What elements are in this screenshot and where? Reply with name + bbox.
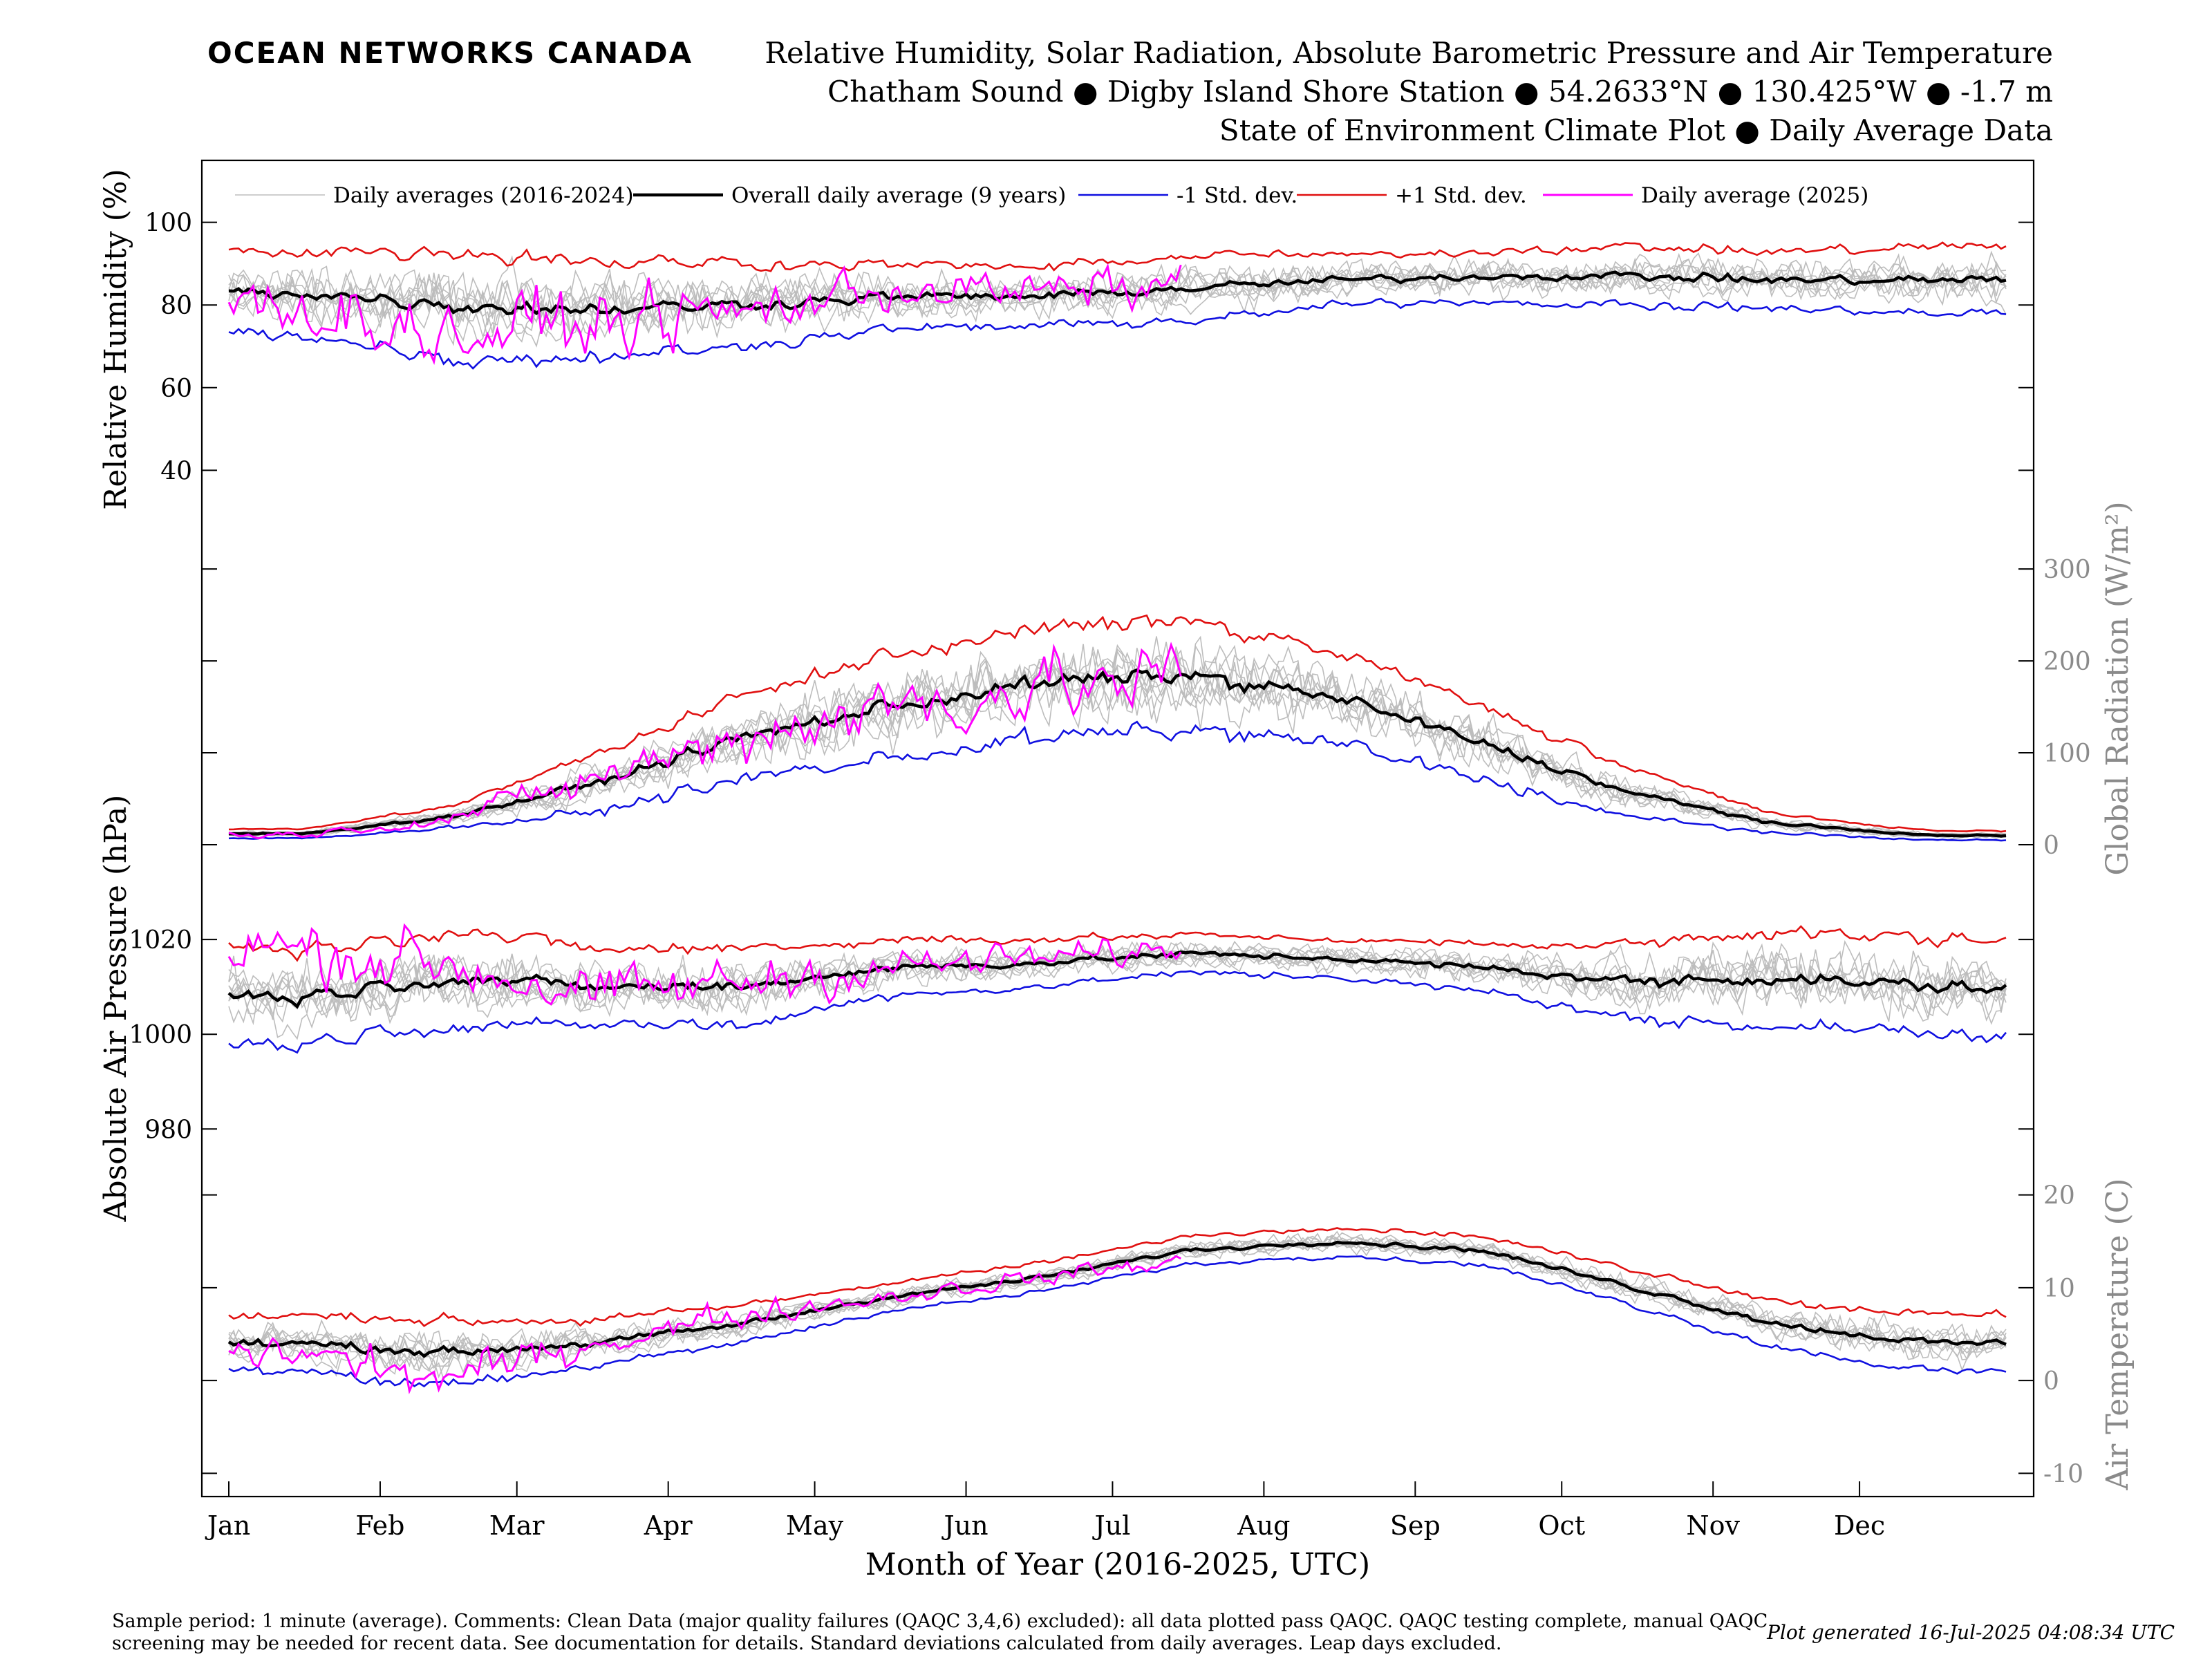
ytick-label-radiation: 300	[2043, 556, 2091, 584]
series-historical-2021	[228, 941, 2007, 1017]
xtick-label: Dec	[1834, 1510, 1885, 1541]
series-historical-2019	[228, 1232, 2007, 1371]
plot-frame	[200, 159, 2035, 1498]
series-overall-average	[227, 1240, 2007, 1358]
legend-entry: -1 Std. dev.	[1177, 183, 1297, 208]
ytick-label-humidity: 80	[160, 292, 192, 320]
series-historical-2019	[228, 252, 2007, 344]
series-historical-2023	[228, 1232, 2007, 1382]
ytick-label-humidity: 100	[144, 209, 192, 238]
series-historical-2018	[228, 255, 2007, 329]
series-current-year	[227, 263, 1182, 365]
series-overall-average	[227, 950, 2007, 1009]
ytick-label-pressure: 1020	[129, 926, 192, 955]
legend-entry: Overall daily average (9 years)	[731, 183, 1066, 208]
ytick-label-humidity: 40	[160, 457, 192, 485]
series-minus-std	[228, 297, 2007, 370]
xtick-label: Nov	[1686, 1510, 1740, 1541]
footer-note: Sample period: 1 minute (average). Comme…	[112, 1611, 1768, 1654]
series-historical-2023	[228, 258, 2007, 346]
xlabel: Month of Year (2016-2025, UTC)	[865, 1547, 1370, 1582]
series-historical-2024	[228, 1235, 2007, 1379]
xtick-label: Sep	[1390, 1510, 1441, 1541]
ytick-label-radiation: 0	[2043, 832, 2059, 860]
xtick-label: Jan	[205, 1510, 250, 1541]
series-historical-2020	[228, 1230, 2007, 1368]
chart-title: Relative Humidity, Solar Radiation, Abso…	[765, 36, 2053, 70]
series-overall-average	[228, 270, 2007, 316]
ylabel-temperature: Air Temperature (C)	[2100, 1178, 2135, 1490]
xtick-label: May	[786, 1510, 844, 1541]
series-current-year	[228, 1255, 1181, 1395]
series-historical-2016	[228, 1236, 2007, 1378]
xtick-label: Jun	[941, 1510, 988, 1541]
xtick-label: Oct	[1538, 1510, 1585, 1541]
series-current-year	[228, 641, 1182, 840]
legend-entry: Daily averages (2016-2024)	[333, 183, 634, 208]
brand-logo-text: OCEAN NETWORKS CANADA	[207, 36, 693, 70]
series-plus-std	[228, 1227, 2007, 1327]
ytick-label-pressure: 980	[144, 1116, 192, 1144]
legend: Daily averages (2016-2024) Overall daily …	[235, 183, 1868, 208]
series-overall-average	[228, 668, 2007, 838]
series-minus-std	[228, 970, 2007, 1054]
ytick-label-pressure: 1000	[129, 1021, 192, 1049]
chart-subtitle-location: Chatham Sound ● Digby Island Shore Stati…	[827, 75, 2053, 109]
series-historical-2024	[228, 648, 2007, 837]
xtick-label: Apr	[644, 1510, 693, 1541]
xtick-label: Mar	[489, 1510, 545, 1541]
xtick-label: Feb	[355, 1510, 404, 1541]
series-current-year	[227, 923, 1182, 1006]
ytick-label-temperature: 10	[2043, 1275, 2075, 1303]
chart-subtitle-type: State of Environment Climate Plot ● Dail…	[1219, 113, 2053, 147]
series-plus-std	[228, 925, 2007, 962]
panel-temperature: -10 0 10 20 Air Temperature (C)	[202, 1178, 2135, 1491]
panel-humidity: 40 60 80 100 Relative Humidity (%)	[98, 169, 2034, 510]
series-plus-std	[228, 614, 2007, 833]
series-plus-std	[228, 241, 2007, 272]
xtick-label: Jul	[1091, 1510, 1130, 1541]
series-historical-2023	[228, 939, 2007, 1024]
ytick-label-radiation: 100	[2043, 740, 2091, 768]
series-historical-2021	[228, 259, 2007, 342]
ylabel-radiation: Global Radiation (W/m²)	[2100, 501, 2135, 875]
ylabel-pressure: Absolute Air Pressure (hPa)	[98, 795, 133, 1223]
ytick-label-humidity: 60	[160, 375, 192, 403]
legend-entry: Daily average (2025)	[1641, 183, 1868, 208]
ylabel-humidity: Relative Humidity (%)	[98, 169, 133, 510]
legend-entry: +1 Std. dev.	[1395, 183, 1527, 208]
plot-generated-timestamp: Plot generated 16-Jul-2025 04:08:34 UTC	[1767, 1621, 2175, 1644]
panel-radiation: 0 100 200 300 Global Radiation (W/m²)	[202, 501, 2135, 876]
ytick-label-temperature: 20	[2043, 1182, 2075, 1210]
ytick-label-temperature: -10	[2043, 1460, 2083, 1488]
series-minus-std	[228, 720, 2007, 842]
ytick-label-radiation: 200	[2043, 648, 2091, 676]
series-minus-std	[228, 1255, 2007, 1388]
ytick-label-temperature: 0	[2043, 1367, 2059, 1396]
xtick-label: Aug	[1237, 1510, 1290, 1541]
